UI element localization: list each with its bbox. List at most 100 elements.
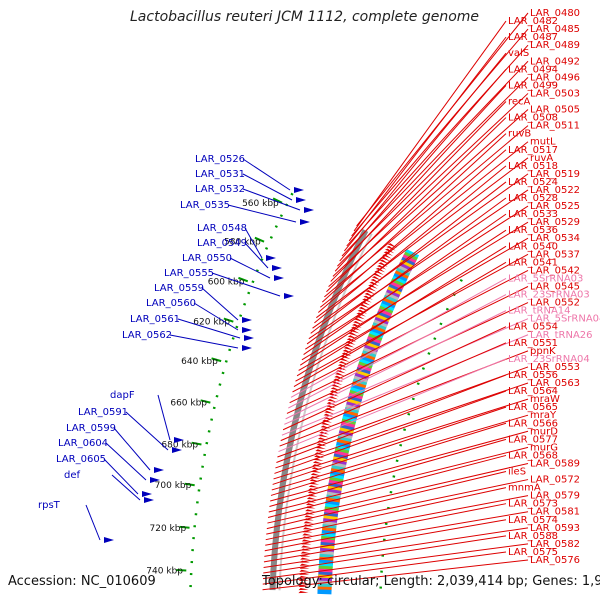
gene-arrow-forward (334, 375, 345, 380)
gene-label: LAR_0551 (508, 338, 558, 349)
label-leader-line (267, 454, 507, 519)
gene-label: LAR_0563 (530, 378, 580, 389)
label-leader-line (343, 52, 507, 252)
gene-label: LAR_0564 (508, 386, 558, 397)
gene-arrow-reverse (172, 447, 182, 453)
gene-label: LAR_0588 (508, 531, 558, 542)
gene-arrow-reverse (104, 537, 114, 543)
gene-arrow-forward (359, 304, 370, 309)
gene-arrow-forward (335, 372, 345, 377)
label-leader-line (268, 446, 529, 513)
label-leader-line (125, 411, 169, 451)
gene-label: recA (508, 96, 531, 107)
kbp-tick-mark (179, 525, 190, 529)
label-leader-line (244, 227, 263, 259)
gene-arrow-forward (301, 545, 312, 548)
gene-arrow-forward (298, 587, 309, 591)
kbp-tick-label: 560 kbp (242, 199, 279, 209)
label-leader-line (85, 504, 101, 541)
gene-label: LAR_0511 (530, 121, 580, 132)
label-leader-line (242, 173, 293, 201)
label-leader-line (263, 527, 529, 568)
gene-label: LAR_0508 (508, 113, 558, 124)
gene-label: LAR_0576 (530, 555, 580, 566)
gene-arrow-forward (300, 557, 311, 560)
gene-label: LAR_0529 (530, 217, 580, 228)
cog-color-block (396, 264, 412, 275)
gene-label: ppnK (530, 346, 556, 357)
gene-label: LAR_0480 (530, 8, 580, 19)
label-leader-line (105, 442, 147, 481)
gene-label: LAR_0482 (508, 16, 558, 27)
kbp-tick-label: 600 kbp (208, 277, 245, 287)
gene-label: LAR_0489 (530, 40, 580, 51)
gene-label: LAR_0550 (182, 253, 232, 264)
kbp-tick-label: 660 kbp (170, 399, 207, 409)
gene-arrow-forward (306, 497, 317, 500)
label-leader-line (285, 310, 507, 420)
gene-label: LAR_0552 (530, 298, 580, 309)
label-leader-line (301, 221, 529, 361)
gene-arrow-forward (303, 521, 314, 524)
gene-arrow-forward (305, 503, 317, 506)
gene-arrow-forward (332, 381, 343, 385)
gene-arrow-forward (363, 295, 373, 300)
label-leader-line (264, 503, 507, 552)
label-leader-line (303, 213, 507, 355)
gene-label: LAR_0492 (530, 56, 580, 67)
label-leader-line (262, 551, 507, 585)
label-leader-line (269, 438, 507, 507)
gene-arrow-forward (298, 581, 309, 584)
label-leader-line (289, 286, 529, 404)
gene-arrow-forward (357, 309, 368, 314)
gene-arrow-forward (321, 422, 332, 426)
label-leader-line (157, 394, 171, 441)
gene-label: LAR_0496 (530, 72, 580, 83)
label-leader-line (277, 366, 529, 458)
gene-arrow-forward (302, 533, 313, 536)
gene-label: LAR_0593 (530, 523, 580, 534)
kbp-tick-label: 680 kbp (161, 441, 198, 451)
kbp-tick-mark (211, 357, 222, 363)
kbp-tick-label: 620 kbp (193, 318, 230, 328)
label-leader-line (298, 237, 529, 371)
gene-arrow-forward (302, 527, 313, 530)
gene-label: LAR_0526 (195, 154, 245, 165)
label-leader-line (263, 519, 507, 563)
gene-label: valS (508, 48, 529, 59)
gene-label: LAR_0577 (508, 434, 558, 445)
gene-arrow-forward (317, 440, 328, 444)
gene-label: LAR_23SrRNA03 (508, 290, 590, 301)
gene-arrow-forward (322, 419, 333, 423)
gene-arrow-reverse (300, 219, 310, 225)
gene-arrow-reverse (150, 477, 160, 483)
gene-label: LAR_0573 (508, 499, 558, 510)
gene-label: LAR_0517 (508, 145, 558, 156)
gene-label: dapF (110, 390, 135, 401)
gene-label: ruvB (508, 129, 531, 140)
label-leader-line (270, 430, 529, 502)
gene-arrow-forward (308, 485, 319, 488)
gene-arrow-reverse (242, 317, 252, 323)
gene-label: LAR_0553 (530, 362, 580, 373)
label-leader-line (314, 165, 507, 324)
label-leader-line (111, 474, 141, 501)
kbp-tick-mark (254, 236, 265, 243)
label-leader-line (275, 382, 529, 469)
label-leader-line (177, 318, 241, 339)
label-leader-line (103, 458, 139, 495)
gene-label: LAR_0560 (146, 298, 196, 309)
label-leader-line (264, 511, 529, 557)
gene-arrow-forward (305, 509, 316, 512)
gene-arrow-reverse (272, 265, 282, 271)
gene-label: LAR_0532 (195, 184, 245, 195)
gene-label: LAR_0537 (530, 249, 580, 260)
topology-text: Topology: circular; Length: 2,039,414 bp… (262, 574, 600, 589)
kbp-tick-mark (238, 276, 249, 283)
gene-label: LAR_tRNA14 (508, 306, 571, 317)
gene-arrow-forward (299, 575, 310, 578)
gene-label: LAR_0572 (530, 475, 580, 486)
label-leader-line (296, 245, 507, 377)
label-leader-line (278, 358, 507, 452)
gene-label: LAR_0562 (122, 330, 172, 341)
